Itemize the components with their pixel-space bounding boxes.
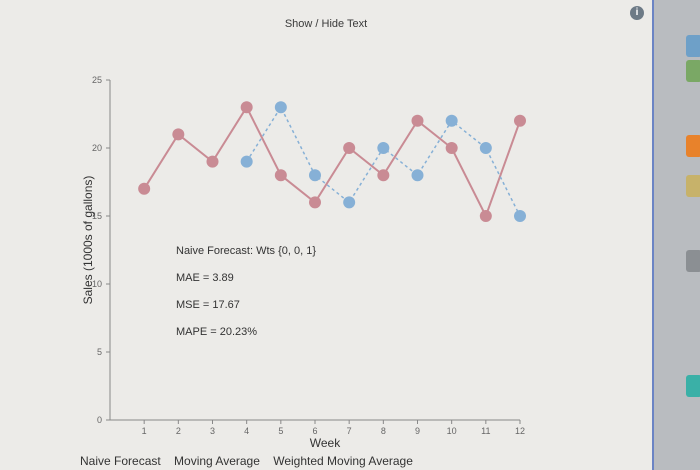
actual-point: [514, 114, 526, 127]
x-tick-label: 3: [210, 426, 215, 436]
actual-point: [240, 101, 253, 114]
y-tick-label: 15: [92, 211, 102, 221]
actual-point: [172, 128, 185, 141]
x-tick-label: 9: [415, 426, 420, 436]
series-line-actual: [143, 105, 521, 219]
side-chip-yellow[interactable]: [686, 175, 700, 197]
mae-stat: MAE = 3.89: [176, 272, 234, 284]
mse-stat: MSE = 17.67: [176, 299, 240, 311]
forecast-point: [445, 114, 458, 127]
y-axis-label: Sales (1000s of gallons): [81, 176, 95, 305]
tab-moving-average[interactable]: Moving Average: [174, 454, 260, 468]
side-chip-green[interactable]: [686, 60, 700, 82]
actual-point: [206, 155, 219, 168]
forecast-point: [514, 210, 526, 222]
y-tick-label: 5: [97, 347, 102, 357]
forecast-point: [343, 196, 356, 209]
x-tick-label: 5: [278, 426, 283, 436]
x-tick-label: 4: [244, 426, 249, 436]
app-window: Show / Hide Text 0 5 10 15 20 25 1 2 3 4 5 6 7 8 9 10 11…: [0, 0, 652, 470]
forecast-point: [479, 142, 492, 154]
forecast-point: [377, 142, 390, 154]
tab-weighted-moving-average[interactable]: Weighted Moving Average: [273, 454, 413, 468]
actual-point: [309, 196, 321, 209]
x-tick-label: 6: [312, 426, 317, 436]
actual-point: [411, 114, 424, 127]
series-line-forecast: [246, 105, 521, 217]
stats-title: Naive Forecast: Wts {0, 0, 1}: [176, 245, 317, 257]
forecast-point: [411, 169, 424, 182]
y-tick-label: 0: [97, 415, 102, 425]
y-tick-label: 10: [92, 279, 102, 289]
forecast-point: [274, 101, 287, 114]
forecast-point: [309, 169, 321, 182]
y-tick-label: 25: [92, 75, 102, 85]
show-hide-text-toggle[interactable]: Show / Hide Text: [284, 18, 368, 30]
actual-point: [377, 169, 390, 182]
x-tick-label: 1: [142, 426, 147, 436]
side-chip-gray[interactable]: [686, 250, 700, 272]
side-chip-teal[interactable]: [686, 375, 700, 397]
mape-stat: MAPE = 20.23%: [176, 326, 258, 338]
actual-point: [479, 210, 492, 222]
window-divider: [652, 0, 654, 470]
actual-point: [138, 182, 151, 195]
forecast-point: [240, 155, 253, 168]
x-tick-label: 2: [176, 426, 181, 436]
x-tick-label: 11: [481, 426, 490, 436]
actual-point: [274, 169, 287, 182]
x-axis-label: Week: [310, 436, 341, 450]
x-tick-label: 8: [381, 426, 386, 436]
method-tabs: Naive Forecast Moving Average Weighted M…: [80, 454, 423, 468]
y-tick-label: 20: [92, 143, 102, 153]
x-tick-label: 12: [515, 426, 525, 436]
side-chip-orange[interactable]: [686, 135, 700, 157]
side-chip-blue[interactable]: [686, 35, 700, 57]
x-tick-label: 7: [347, 426, 352, 436]
info-icon[interactable]: i: [630, 6, 644, 20]
tab-naive-forecast[interactable]: Naive Forecast: [80, 454, 161, 468]
x-tick-label: 10: [447, 426, 457, 436]
actual-point: [343, 142, 356, 154]
actual-point: [445, 142, 458, 154]
